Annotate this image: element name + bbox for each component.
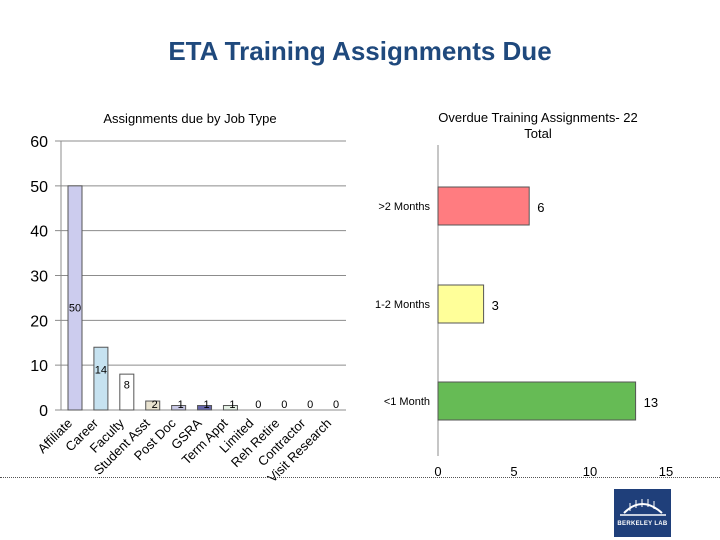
data-label: 0 — [255, 399, 261, 411]
job-type-chart: Assignments due by Job Type0102030405060… — [30, 111, 346, 485]
overdue-chart-title: Overdue Training Assignments- 22 Total — [438, 110, 637, 141]
x-tick-label: 10 — [583, 464, 597, 479]
data-label: 14 — [95, 364, 107, 376]
bar-career — [93, 346, 109, 411]
y-tick-label: 30 — [30, 269, 48, 286]
y-tick-label: 10 — [30, 358, 48, 375]
overdue-data-label: 3 — [492, 298, 499, 313]
overdue-bar — [437, 381, 637, 421]
data-label: 1 — [203, 399, 209, 411]
x-tick-label: 0 — [434, 464, 441, 479]
x-tick-label: 5 — [510, 464, 517, 479]
data-label: 1 — [178, 399, 184, 411]
y-tick-label: 50 — [30, 179, 48, 196]
bar-affiliate — [67, 185, 83, 411]
y-tick-label: 60 — [30, 134, 48, 151]
overdue-bar — [437, 284, 485, 324]
data-label: 1 — [229, 399, 235, 411]
overdue-category-label: >2 Months — [378, 201, 430, 213]
job-chart-title: Assignments due by Job Type — [103, 111, 276, 126]
data-label: 8 — [124, 379, 130, 391]
data-label: 2 — [152, 399, 158, 411]
slide-title: ETA Training Assignments Due — [168, 36, 552, 66]
data-label: 50 — [69, 302, 81, 314]
bar-student-asst — [145, 400, 161, 411]
x-tick-label: 15 — [659, 464, 673, 479]
overdue-data-label: 13 — [644, 395, 658, 410]
bar-gsra — [197, 405, 213, 411]
overdue-category-label: 1-2 Months — [375, 299, 431, 311]
lab-building-icon — [620, 499, 666, 516]
y-tick-label: 0 — [39, 403, 48, 420]
logo-text: BERKELEY LAB — [617, 521, 668, 527]
bar-term-appt — [222, 405, 238, 411]
y-tick-label: 20 — [30, 313, 48, 330]
overdue-category-label: <1 Month — [384, 396, 430, 408]
data-label: 0 — [333, 399, 339, 411]
berkeley-lab-logo: BERKELEY LAB — [614, 489, 671, 537]
overdue-data-label: 6 — [537, 200, 544, 215]
bar-faculty — [119, 373, 135, 411]
y-tick-label: 40 — [30, 224, 48, 241]
data-label: 0 — [281, 399, 287, 411]
footer-divider — [0, 477, 720, 478]
overdue-chart: Overdue Training Assignments- 22 Total >2 … — [375, 110, 673, 479]
overdue-bar — [437, 186, 530, 226]
bar-post-doc — [171, 405, 187, 411]
data-label: 0 — [307, 399, 313, 411]
